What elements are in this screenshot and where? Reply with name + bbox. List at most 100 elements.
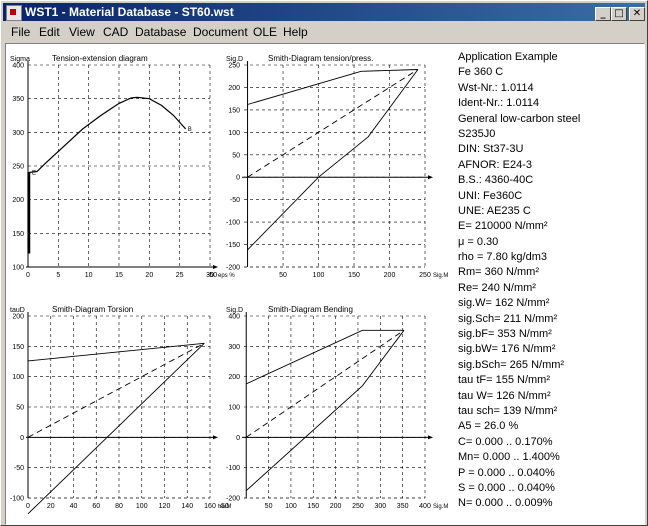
series-line xyxy=(247,69,419,251)
menu-cad[interactable]: CAD xyxy=(103,25,129,39)
x-tick-label: 10 xyxy=(85,272,93,279)
x-tick-label: 200 xyxy=(330,503,342,510)
property-line: A5 = 26.0 % xyxy=(458,420,519,433)
property-line: UNE: AE235 C xyxy=(458,204,531,217)
series-line xyxy=(27,342,205,438)
x-tick-label: 250 xyxy=(352,503,364,510)
menu-document[interactable]: Document xyxy=(193,25,248,39)
property-line: S235J0 xyxy=(458,127,496,140)
y-tick-label: 250 xyxy=(228,63,240,70)
y-tick-label: 0 xyxy=(236,175,240,182)
series-line xyxy=(246,329,404,385)
property-line: P = 0.000 .. 0.040% xyxy=(458,466,555,479)
series-line xyxy=(27,342,205,362)
y-tick-label: -200 xyxy=(226,496,240,503)
y-tick-label: 200 xyxy=(228,374,240,381)
property-line: tau tF= 155 N/mm² xyxy=(458,374,551,387)
menu-view[interactable]: View xyxy=(69,25,95,39)
material-properties: Application Example Fe 360 C Wst-Nr.: 1.01… xyxy=(458,50,580,512)
y-tick-label: 200 xyxy=(12,314,24,321)
property-line: sig.bSch= 265 N/mm² xyxy=(458,358,565,371)
x-axis-label: Sig.M xyxy=(433,273,448,279)
chart-title: Smith-Diagram Torsion xyxy=(52,305,133,314)
y-tick-label: 150 xyxy=(12,344,24,351)
y-tick-label: 200 xyxy=(12,197,24,204)
y-tick-label: -50 xyxy=(14,465,24,472)
property-line: sig.bW= 176 N/mm² xyxy=(458,343,556,356)
x-tick-label: 150 xyxy=(348,272,360,279)
chart-title: Smith-Diagram tension/press. xyxy=(268,54,373,63)
x-axis-label: Sig.M xyxy=(433,504,448,510)
x-tick-label: 140 xyxy=(181,503,193,510)
y-tick-label: 50 xyxy=(232,152,240,159)
x-axis-arrow xyxy=(213,265,218,269)
series-line xyxy=(247,69,418,105)
x-tick-label: 50 xyxy=(265,503,273,510)
minimize-button[interactable]: _ xyxy=(595,7,611,21)
app-icon[interactable] xyxy=(6,5,22,21)
x-tick-label: 80 xyxy=(115,503,123,510)
x-tick-label: 150 xyxy=(307,503,319,510)
property-line: UNI: Fe360C xyxy=(458,189,523,202)
chart-title: Smith-Diagram Bending xyxy=(268,305,353,314)
y-axis-label: tauD xyxy=(10,307,25,314)
y-tick-label: 150 xyxy=(12,231,24,238)
x-tick-label: 100 xyxy=(285,503,297,510)
property-line: AFNOR: E24-3 xyxy=(458,158,532,171)
x-axis-arrow xyxy=(213,435,218,440)
chart-title: Tension-extension diagram xyxy=(52,54,148,63)
x-tick-label: 25 xyxy=(176,272,184,279)
y-axis-label: Sig.D xyxy=(226,56,243,63)
x-tick-label: 20 xyxy=(145,272,153,279)
x-tick-label: 5 xyxy=(56,272,60,279)
x-tick-label: 30 xyxy=(206,272,214,279)
series-line xyxy=(245,330,405,492)
y-tick-label: -150 xyxy=(226,242,240,249)
y-tick-label: 350 xyxy=(12,96,24,103)
y-tick-label: -50 xyxy=(230,197,240,204)
x-tick-label: 50 xyxy=(279,272,287,279)
y-tick-label: 200 xyxy=(228,85,240,92)
menu-edit[interactable]: Edit xyxy=(39,25,60,39)
series-line xyxy=(245,329,405,438)
x-tick-label: 120 xyxy=(159,503,171,510)
x-tick-label: 300 xyxy=(374,503,386,510)
x-axis-label: eps % xyxy=(218,273,235,279)
property-line: Ident-Nr.: 1.0114 xyxy=(458,97,540,110)
y-tick-label: -100 xyxy=(226,220,240,227)
property-line: μ = 0.30 xyxy=(458,235,499,248)
close-button[interactable]: ✕ xyxy=(629,7,645,21)
y-tick-label: 400 xyxy=(12,63,24,70)
property-line: tau W= 126 N/mm² xyxy=(458,389,551,402)
property-line: C= 0.000 .. 0.170% xyxy=(458,435,553,448)
annotation-e: E xyxy=(32,171,36,177)
y-tick-label: -100 xyxy=(10,496,24,503)
property-line: sig.Sch= 211 N/mm² xyxy=(458,312,558,325)
maximize-button[interactable]: □ xyxy=(611,7,627,21)
menu-help[interactable]: Help xyxy=(283,25,308,39)
property-line: rho = 7.80 kg/dm3 xyxy=(458,251,547,264)
x-tick-label: 160 xyxy=(204,503,216,510)
y-tick-label: 100 xyxy=(228,130,240,137)
property-line: Application Example xyxy=(458,51,558,63)
x-tick-label: -50 xyxy=(207,272,217,279)
menu-file[interactable]: File xyxy=(11,25,31,39)
x-tick-label: 60 xyxy=(92,503,100,510)
y-axis-label: Sigma xyxy=(10,56,30,63)
x-tick-label: 20 xyxy=(47,503,55,510)
series-line xyxy=(27,96,187,254)
menu-ole[interactable]: OLE xyxy=(253,25,278,39)
x-tick-label: 0 xyxy=(26,272,30,279)
menu-database[interactable]: Database xyxy=(135,25,187,39)
y-tick-label: -200 xyxy=(226,265,240,272)
window-title: WST1 - Material Database - ST60.wst xyxy=(25,5,234,19)
property-line: Re= 240 N/mm² xyxy=(458,281,536,294)
y-tick-label: 100 xyxy=(12,265,24,272)
y-tick-label: 100 xyxy=(228,405,240,412)
property-line: B.S.: 4360-40C xyxy=(458,174,534,187)
title-bar[interactable]: WST1 - Material Database - ST60.wst _ □ … xyxy=(3,3,645,21)
property-line: sig.W= 162 N/mm² xyxy=(458,297,550,310)
x-tick-label: 350 xyxy=(397,503,409,510)
y-tick-label: -100 xyxy=(226,465,240,472)
